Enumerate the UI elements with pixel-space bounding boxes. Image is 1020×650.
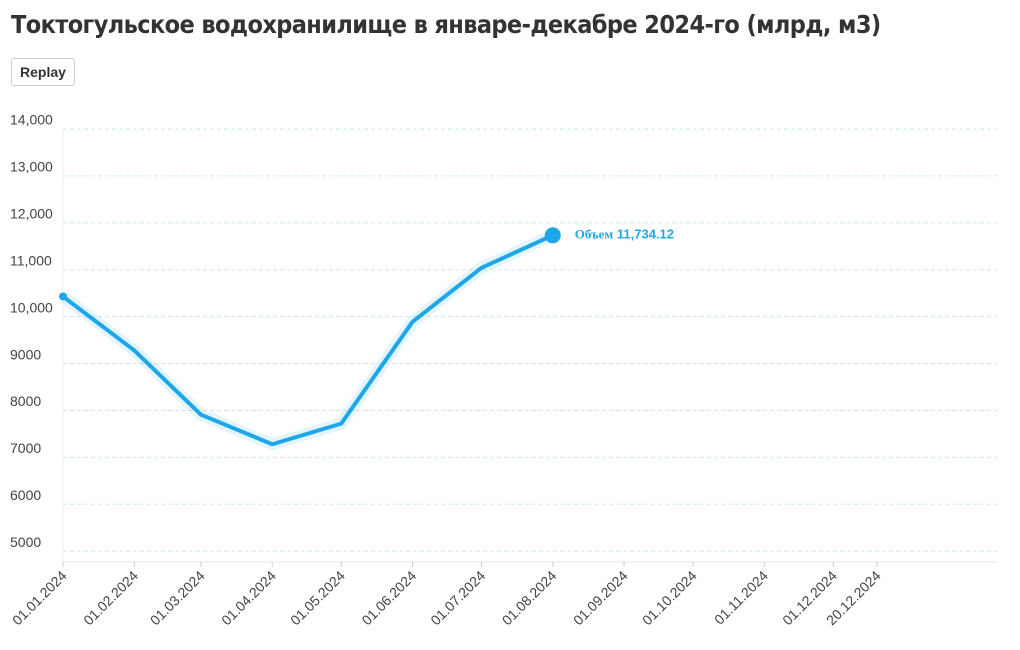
chart-title: Токтогульское водохранилище в январе-дек… (11, 10, 881, 39)
x-tick-label: 01.08.2024 (499, 567, 560, 628)
y-tick-label: 11,000 (10, 252, 52, 268)
y-tick-label: 12,000 (10, 206, 53, 222)
y-tick-label: 6000 (10, 487, 41, 503)
x-tick-label: 01.07.2024 (427, 567, 488, 628)
end-label: Объем 11,734.12 (575, 226, 674, 241)
x-tick-label: 01.01.2024 (9, 567, 70, 628)
x-tick-label: 01.11.2024 (711, 567, 771, 627)
line (61, 233, 554, 447)
series-name: Объем (575, 226, 614, 241)
x-tick-label: 01.06.2024 (358, 567, 419, 628)
x-tick-label: 01.02.2024 (80, 567, 141, 628)
start-dot (59, 292, 67, 301)
replay-button[interactable]: Replay (11, 58, 75, 86)
x-tick-label: 01.10.2024 (639, 567, 700, 628)
y-tick-label: 7000 (10, 440, 41, 456)
x-tick-label: 01.04.2024 (218, 567, 279, 628)
x-tick-label: 01.09.2024 (570, 567, 631, 628)
x-tick-label: 01.05.2024 (287, 567, 348, 628)
y-tick-label: 9000 (10, 346, 41, 362)
y-tick-label: 14,000 (10, 112, 53, 128)
y-tick-label: 5000 (10, 534, 41, 550)
value-label: 11,734.12 (617, 227, 674, 242)
y-tick-label: 10,000 (10, 299, 53, 315)
y-tick-label: 13,000 (10, 159, 53, 175)
x-tick-label: 01.03.2024 (147, 567, 208, 628)
y-tick-label: 8000 (10, 393, 41, 409)
end-dot (544, 227, 561, 244)
line-glow (59, 229, 556, 451)
